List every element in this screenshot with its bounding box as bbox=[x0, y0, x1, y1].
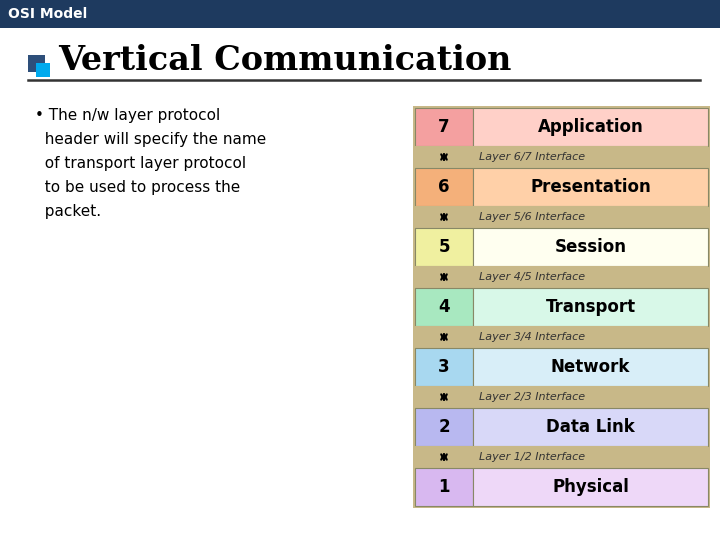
Bar bbox=[415, 348, 473, 386]
Text: 1: 1 bbox=[438, 478, 450, 496]
Text: Layer 2/3 Interface: Layer 2/3 Interface bbox=[479, 392, 585, 402]
Bar bbox=[415, 408, 473, 446]
Text: • The n/w layer protocol: • The n/w layer protocol bbox=[35, 108, 220, 123]
Text: Layer 4/5 Interface: Layer 4/5 Interface bbox=[479, 272, 585, 282]
Text: of transport layer protocol: of transport layer protocol bbox=[35, 156, 246, 171]
Bar bbox=[473, 206, 708, 228]
Text: Physical: Physical bbox=[552, 478, 629, 496]
Bar bbox=[473, 168, 708, 206]
Bar bbox=[415, 108, 473, 146]
Text: Data Link: Data Link bbox=[546, 418, 635, 436]
Text: Layer 3/4 Interface: Layer 3/4 Interface bbox=[479, 332, 585, 342]
Text: Layer 6/7 Interface: Layer 6/7 Interface bbox=[479, 152, 585, 162]
Text: Layer 5/6 Interface: Layer 5/6 Interface bbox=[479, 212, 585, 222]
Bar bbox=[0, 0, 720, 28]
Text: Layer 1/2 Interface: Layer 1/2 Interface bbox=[479, 452, 585, 462]
Text: Vertical Communication: Vertical Communication bbox=[58, 44, 511, 77]
Bar bbox=[473, 446, 708, 468]
Text: Application: Application bbox=[538, 118, 644, 136]
Text: OSI Model: OSI Model bbox=[8, 7, 87, 21]
Text: 7: 7 bbox=[438, 118, 450, 136]
Text: 5: 5 bbox=[438, 238, 450, 256]
Bar bbox=[415, 326, 473, 348]
Bar bbox=[473, 108, 708, 146]
Text: 3: 3 bbox=[438, 358, 450, 376]
Bar bbox=[473, 468, 708, 506]
Text: header will specify the name: header will specify the name bbox=[35, 132, 266, 147]
Bar bbox=[415, 266, 473, 288]
Text: to be used to process the: to be used to process the bbox=[35, 180, 240, 195]
Bar bbox=[415, 288, 473, 326]
Text: Session: Session bbox=[554, 238, 626, 256]
Bar bbox=[28, 55, 45, 72]
Bar bbox=[473, 348, 708, 386]
Text: 6: 6 bbox=[438, 178, 450, 196]
Bar bbox=[473, 228, 708, 266]
Bar bbox=[415, 468, 473, 506]
Bar bbox=[415, 168, 473, 206]
Bar bbox=[473, 386, 708, 408]
Text: 2: 2 bbox=[438, 418, 450, 436]
Bar bbox=[36, 63, 50, 77]
Bar bbox=[473, 326, 708, 348]
Text: packet.: packet. bbox=[35, 204, 101, 219]
Bar bbox=[415, 146, 473, 168]
Bar bbox=[473, 146, 708, 168]
Text: 4: 4 bbox=[438, 298, 450, 316]
Text: Presentation: Presentation bbox=[530, 178, 651, 196]
Text: Transport: Transport bbox=[546, 298, 636, 316]
Bar bbox=[473, 288, 708, 326]
Bar bbox=[473, 408, 708, 446]
Bar bbox=[413, 106, 710, 508]
Bar bbox=[415, 386, 473, 408]
Bar bbox=[415, 206, 473, 228]
Bar bbox=[415, 228, 473, 266]
Bar bbox=[473, 266, 708, 288]
Bar bbox=[415, 446, 473, 468]
Text: Network: Network bbox=[551, 358, 630, 376]
